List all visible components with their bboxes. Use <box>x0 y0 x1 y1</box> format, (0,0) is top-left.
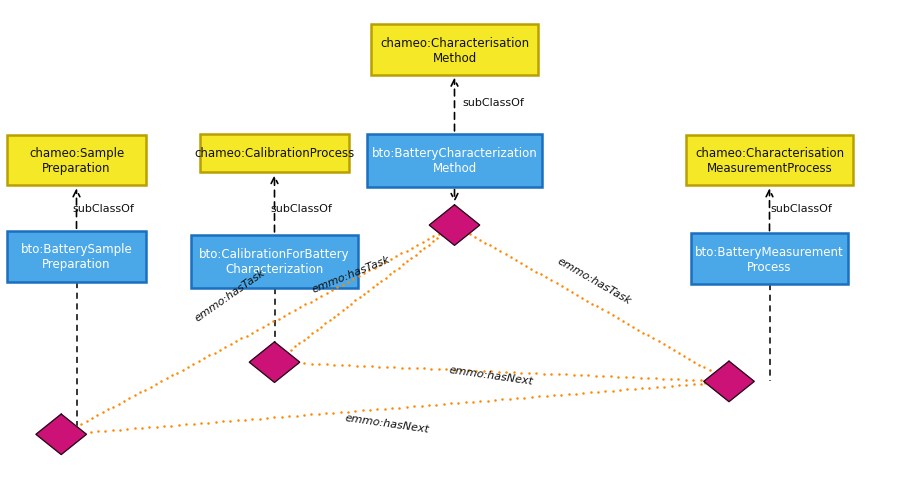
Text: chameo:CalibrationProcess: chameo:CalibrationProcess <box>194 147 355 160</box>
FancyBboxPatch shape <box>200 134 348 173</box>
Text: bto:BatteryMeasurement
Process: bto:BatteryMeasurement Process <box>695 245 844 273</box>
Text: chameo:Characterisation
MeasurementProcess: chameo:Characterisation MeasurementProce… <box>695 147 844 175</box>
Text: emmo:hasNext: emmo:hasNext <box>447 364 534 386</box>
Polygon shape <box>429 205 480 246</box>
Text: emmo:hasNext: emmo:hasNext <box>344 412 430 434</box>
FancyBboxPatch shape <box>191 235 357 288</box>
FancyBboxPatch shape <box>371 25 537 76</box>
Text: bto:BatteryCharacterization
Method: bto:BatteryCharacterization Method <box>372 147 537 175</box>
Text: subClassOf: subClassOf <box>463 98 524 108</box>
Text: subClassOf: subClassOf <box>271 204 332 214</box>
Text: emmo:hasTask: emmo:hasTask <box>555 256 633 306</box>
Text: emmo:hasTask: emmo:hasTask <box>193 267 266 323</box>
Polygon shape <box>36 414 86 455</box>
FancyBboxPatch shape <box>686 136 853 186</box>
FancyBboxPatch shape <box>691 234 848 284</box>
Text: subClassOf: subClassOf <box>73 204 134 214</box>
Text: emmo:hasTask: emmo:hasTask <box>310 253 392 294</box>
Polygon shape <box>704 361 754 402</box>
Text: chameo:Characterisation
Method: chameo:Characterisation Method <box>380 36 529 64</box>
FancyBboxPatch shape <box>367 134 542 187</box>
FancyBboxPatch shape <box>7 231 146 282</box>
FancyBboxPatch shape <box>7 136 146 186</box>
Text: subClassOf: subClassOf <box>770 204 832 214</box>
Polygon shape <box>249 342 300 383</box>
Text: chameo:Sample
Preparation: chameo:Sample Preparation <box>29 147 124 175</box>
Text: bto:BatterySample
Preparation: bto:BatterySample Preparation <box>21 243 132 271</box>
Text: bto:CalibrationForBattery
Characterization: bto:CalibrationForBattery Characterizati… <box>199 248 350 276</box>
